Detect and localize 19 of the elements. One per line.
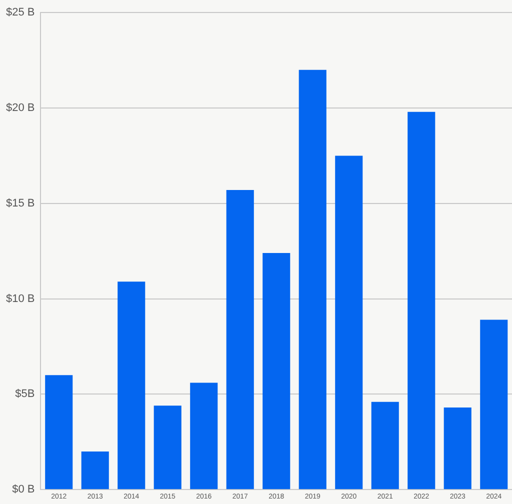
- bar: [444, 408, 472, 490]
- bar: [480, 320, 508, 490]
- y-tick-label: $10 B: [6, 292, 35, 305]
- bar: [190, 382, 218, 490]
- bar: [226, 190, 254, 490]
- y-tick-label: $25 B: [6, 6, 35, 19]
- bar: [45, 375, 73, 490]
- y-tick-label: $20 B: [6, 102, 35, 114]
- bar: [81, 451, 109, 490]
- bar: [408, 112, 436, 490]
- bar: [118, 282, 146, 490]
- bar: [298, 70, 326, 490]
- bar: [371, 402, 399, 490]
- y-tick-label: $0 B: [12, 484, 35, 496]
- bar: [154, 406, 182, 490]
- y-tick-label: $5B: [15, 388, 35, 400]
- y-tick-label: $15 B: [6, 197, 35, 210]
- bar: [335, 156, 363, 490]
- bar: [262, 253, 290, 490]
